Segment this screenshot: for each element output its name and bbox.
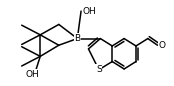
Text: S: S bbox=[96, 65, 102, 74]
Text: OH: OH bbox=[82, 7, 96, 16]
Text: B: B bbox=[74, 34, 80, 43]
Text: OH: OH bbox=[25, 70, 39, 79]
Text: O: O bbox=[158, 41, 165, 50]
